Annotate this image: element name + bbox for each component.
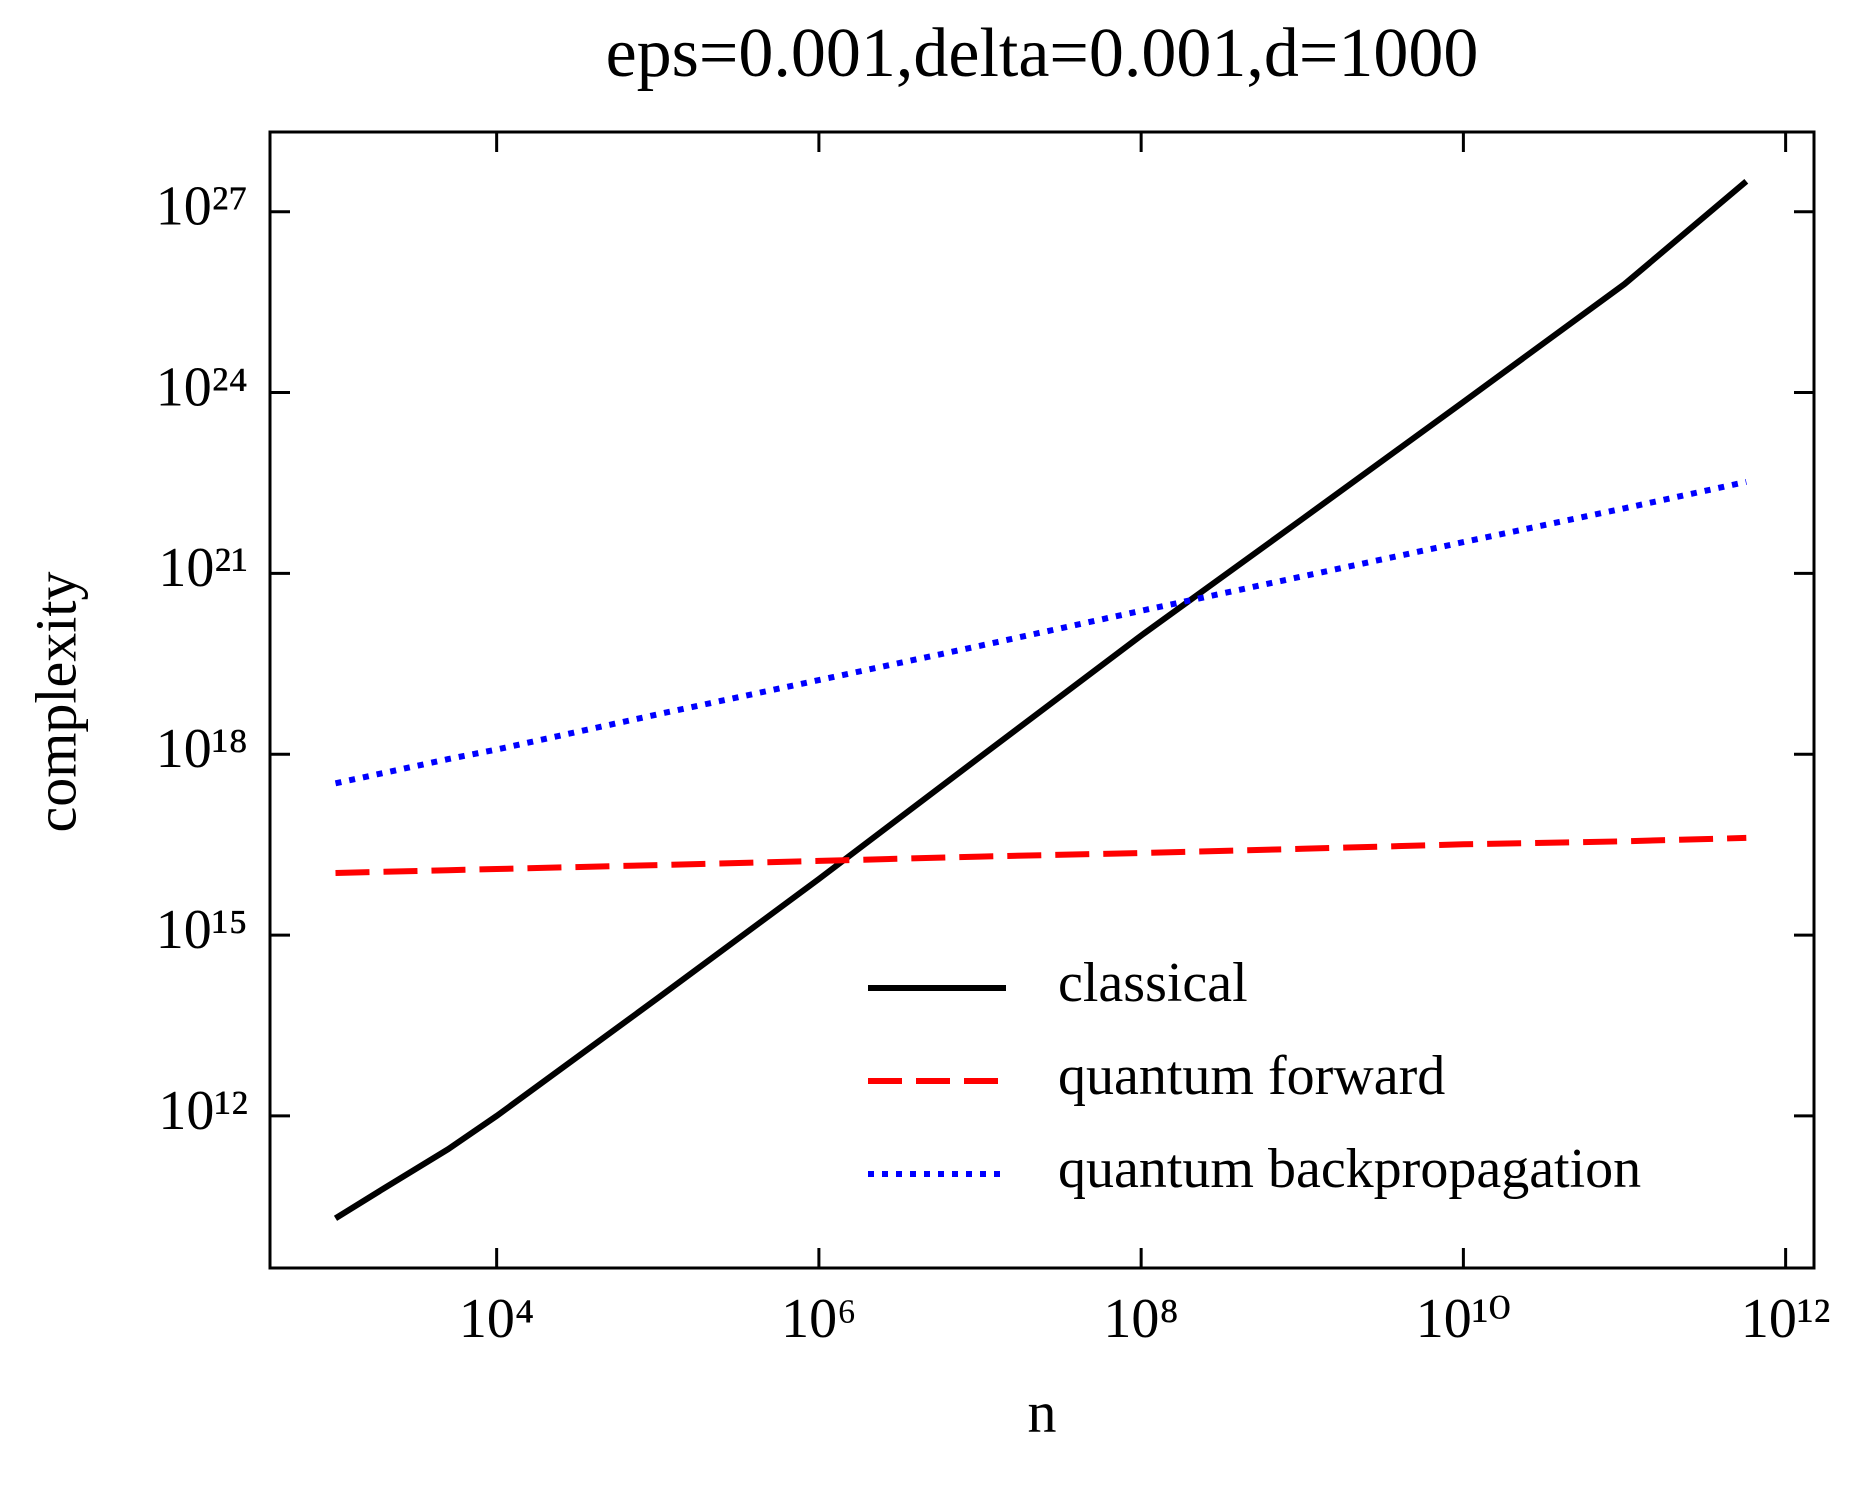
x-tick-label: 10¹²: [1741, 1288, 1831, 1350]
x-tick-label: 10⁶: [781, 1288, 857, 1350]
y-tick-label: 10²⁴: [156, 356, 248, 418]
x-tick-label: 10⁴: [459, 1288, 535, 1350]
x-tick-label: 10⁸: [1103, 1288, 1179, 1350]
y-axis-label: complexity: [23, 572, 88, 833]
y-tick-label: 10²¹: [158, 537, 248, 599]
plot-frame: [268, 130, 1816, 1270]
legend-label: classical: [1058, 952, 1248, 1014]
legend-label: quantum forward: [1058, 1045, 1445, 1107]
x-tick-label: 10¹⁰: [1416, 1288, 1511, 1350]
y-tick-label: 10²⁷: [156, 176, 248, 238]
chart-title: eps=0.001,delta=0.001,d=1000: [606, 15, 1479, 92]
series-line: [333, 179, 1749, 1221]
series-line: [334, 478, 1747, 787]
y-tick-label: 10¹⁸: [156, 718, 248, 780]
series-line: [335, 834, 1747, 876]
y-tick-label: 10¹²: [158, 1080, 248, 1142]
y-tick-label: 10¹⁵: [156, 899, 248, 961]
legend-label: quantum backpropagation: [1058, 1138, 1641, 1200]
x-axis-label: n: [1028, 1379, 1057, 1444]
